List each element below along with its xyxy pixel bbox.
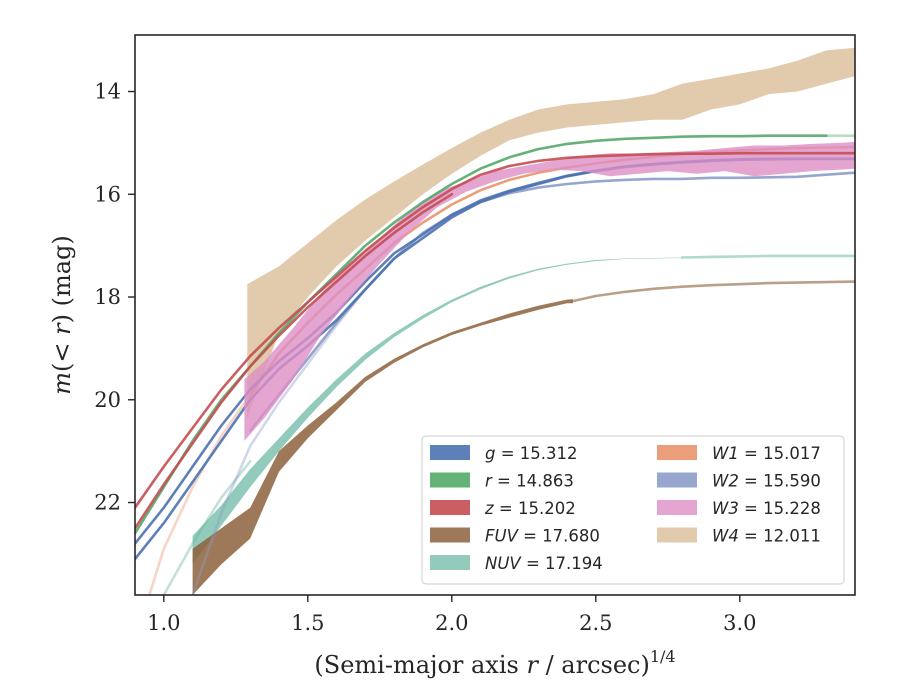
legend-band-total: = 15.228 bbox=[739, 499, 821, 518]
y-tick-label: 18 bbox=[94, 285, 121, 309]
x-tick-label: 3.0 bbox=[723, 611, 756, 635]
legend-swatch-z bbox=[430, 500, 470, 515]
y-tick-label: 14 bbox=[94, 80, 121, 104]
y-tick-label: 20 bbox=[94, 388, 121, 412]
legend-band-name: z bbox=[484, 499, 494, 518]
legend-label-g: g = 15.312 bbox=[485, 444, 578, 463]
x-tick-label: 1.5 bbox=[291, 611, 324, 635]
y-axis-label: m(< r) (mag) bbox=[48, 235, 76, 395]
legend-swatch-w2 bbox=[657, 472, 697, 488]
legend-swatch-w3 bbox=[657, 500, 697, 515]
legend-swatch-nuv bbox=[430, 555, 470, 570]
legend-label-nuv: NUV = 17.194 bbox=[485, 554, 603, 573]
legend-band-total: = 17.194 bbox=[521, 554, 603, 573]
x-tick-label: 1.0 bbox=[147, 611, 180, 635]
legend-band-name: r bbox=[485, 472, 493, 491]
legend-frame bbox=[421, 435, 845, 585]
x-axis-label: (Semi-major axis r / arcsec)1/4 bbox=[314, 647, 675, 679]
series-w3 bbox=[244, 141, 855, 441]
x-tick-label: 2.5 bbox=[579, 611, 612, 635]
legend-swatch-w1 bbox=[657, 445, 697, 460]
legend-swatch-fuv bbox=[430, 527, 470, 543]
legend-band-total: = 14.863 bbox=[492, 472, 574, 491]
legend-band-total: = 15.202 bbox=[494, 499, 576, 518]
legend-band-name: W2 bbox=[712, 472, 739, 491]
series-nuv bbox=[162, 254, 855, 595]
legend-swatch-r bbox=[430, 472, 470, 488]
legend-band-name: FUV bbox=[485, 527, 520, 546]
x-tick-label: 2.0 bbox=[435, 611, 468, 635]
legend-band-total: = 12.011 bbox=[739, 527, 821, 546]
line-z-2 bbox=[135, 193, 454, 530]
plot-frame bbox=[134, 34, 856, 596]
ticks-layer: 1.0 1.5 2.0 2.5 3.0 14 16 18 20 22 bbox=[94, 80, 756, 635]
legend-label-w3: W3 = 15.228 bbox=[712, 499, 821, 518]
line-w1-2 bbox=[148, 393, 252, 595]
legend-band-name: NUV bbox=[485, 554, 522, 573]
legend-band-name: W4 bbox=[712, 527, 739, 546]
legend-band-total: = 15.017 bbox=[739, 444, 821, 463]
line-fuv-1 bbox=[571, 280, 855, 303]
legend-band-name: g bbox=[485, 444, 495, 463]
legend-swatch-w4 bbox=[657, 527, 697, 543]
line-nuv-2 bbox=[162, 460, 252, 595]
line-z-1 bbox=[135, 151, 855, 510]
y-tick-label: 22 bbox=[94, 491, 121, 515]
legend-label-w4: W4 = 12.011 bbox=[712, 527, 821, 546]
legend-label-w1: W1 = 15.017 bbox=[712, 444, 821, 463]
band-w3 bbox=[244, 141, 855, 441]
band-w4 bbox=[247, 47, 855, 418]
series-fuv bbox=[192, 280, 855, 595]
series-w4 bbox=[247, 47, 855, 418]
series-layer bbox=[135, 47, 855, 595]
legend-label-w2: W2 = 15.590 bbox=[712, 472, 821, 491]
line-nuv-1 bbox=[680, 254, 855, 259]
series-z bbox=[135, 151, 855, 530]
legend-label-fuv: FUV = 17.680 bbox=[485, 527, 600, 546]
legend-label-z: z = 15.202 bbox=[484, 499, 576, 518]
legend-band-total: = 17.680 bbox=[518, 527, 600, 546]
legend-band-name: W3 bbox=[712, 499, 739, 518]
legend-band-name: W1 bbox=[712, 444, 739, 463]
y-tick-label: 16 bbox=[94, 182, 121, 206]
legend-swatch-g bbox=[430, 445, 470, 460]
legend-band-total: = 15.312 bbox=[495, 444, 577, 463]
legend-band-total: = 15.590 bbox=[739, 472, 821, 491]
legend-label-r: r = 14.863 bbox=[485, 472, 574, 491]
